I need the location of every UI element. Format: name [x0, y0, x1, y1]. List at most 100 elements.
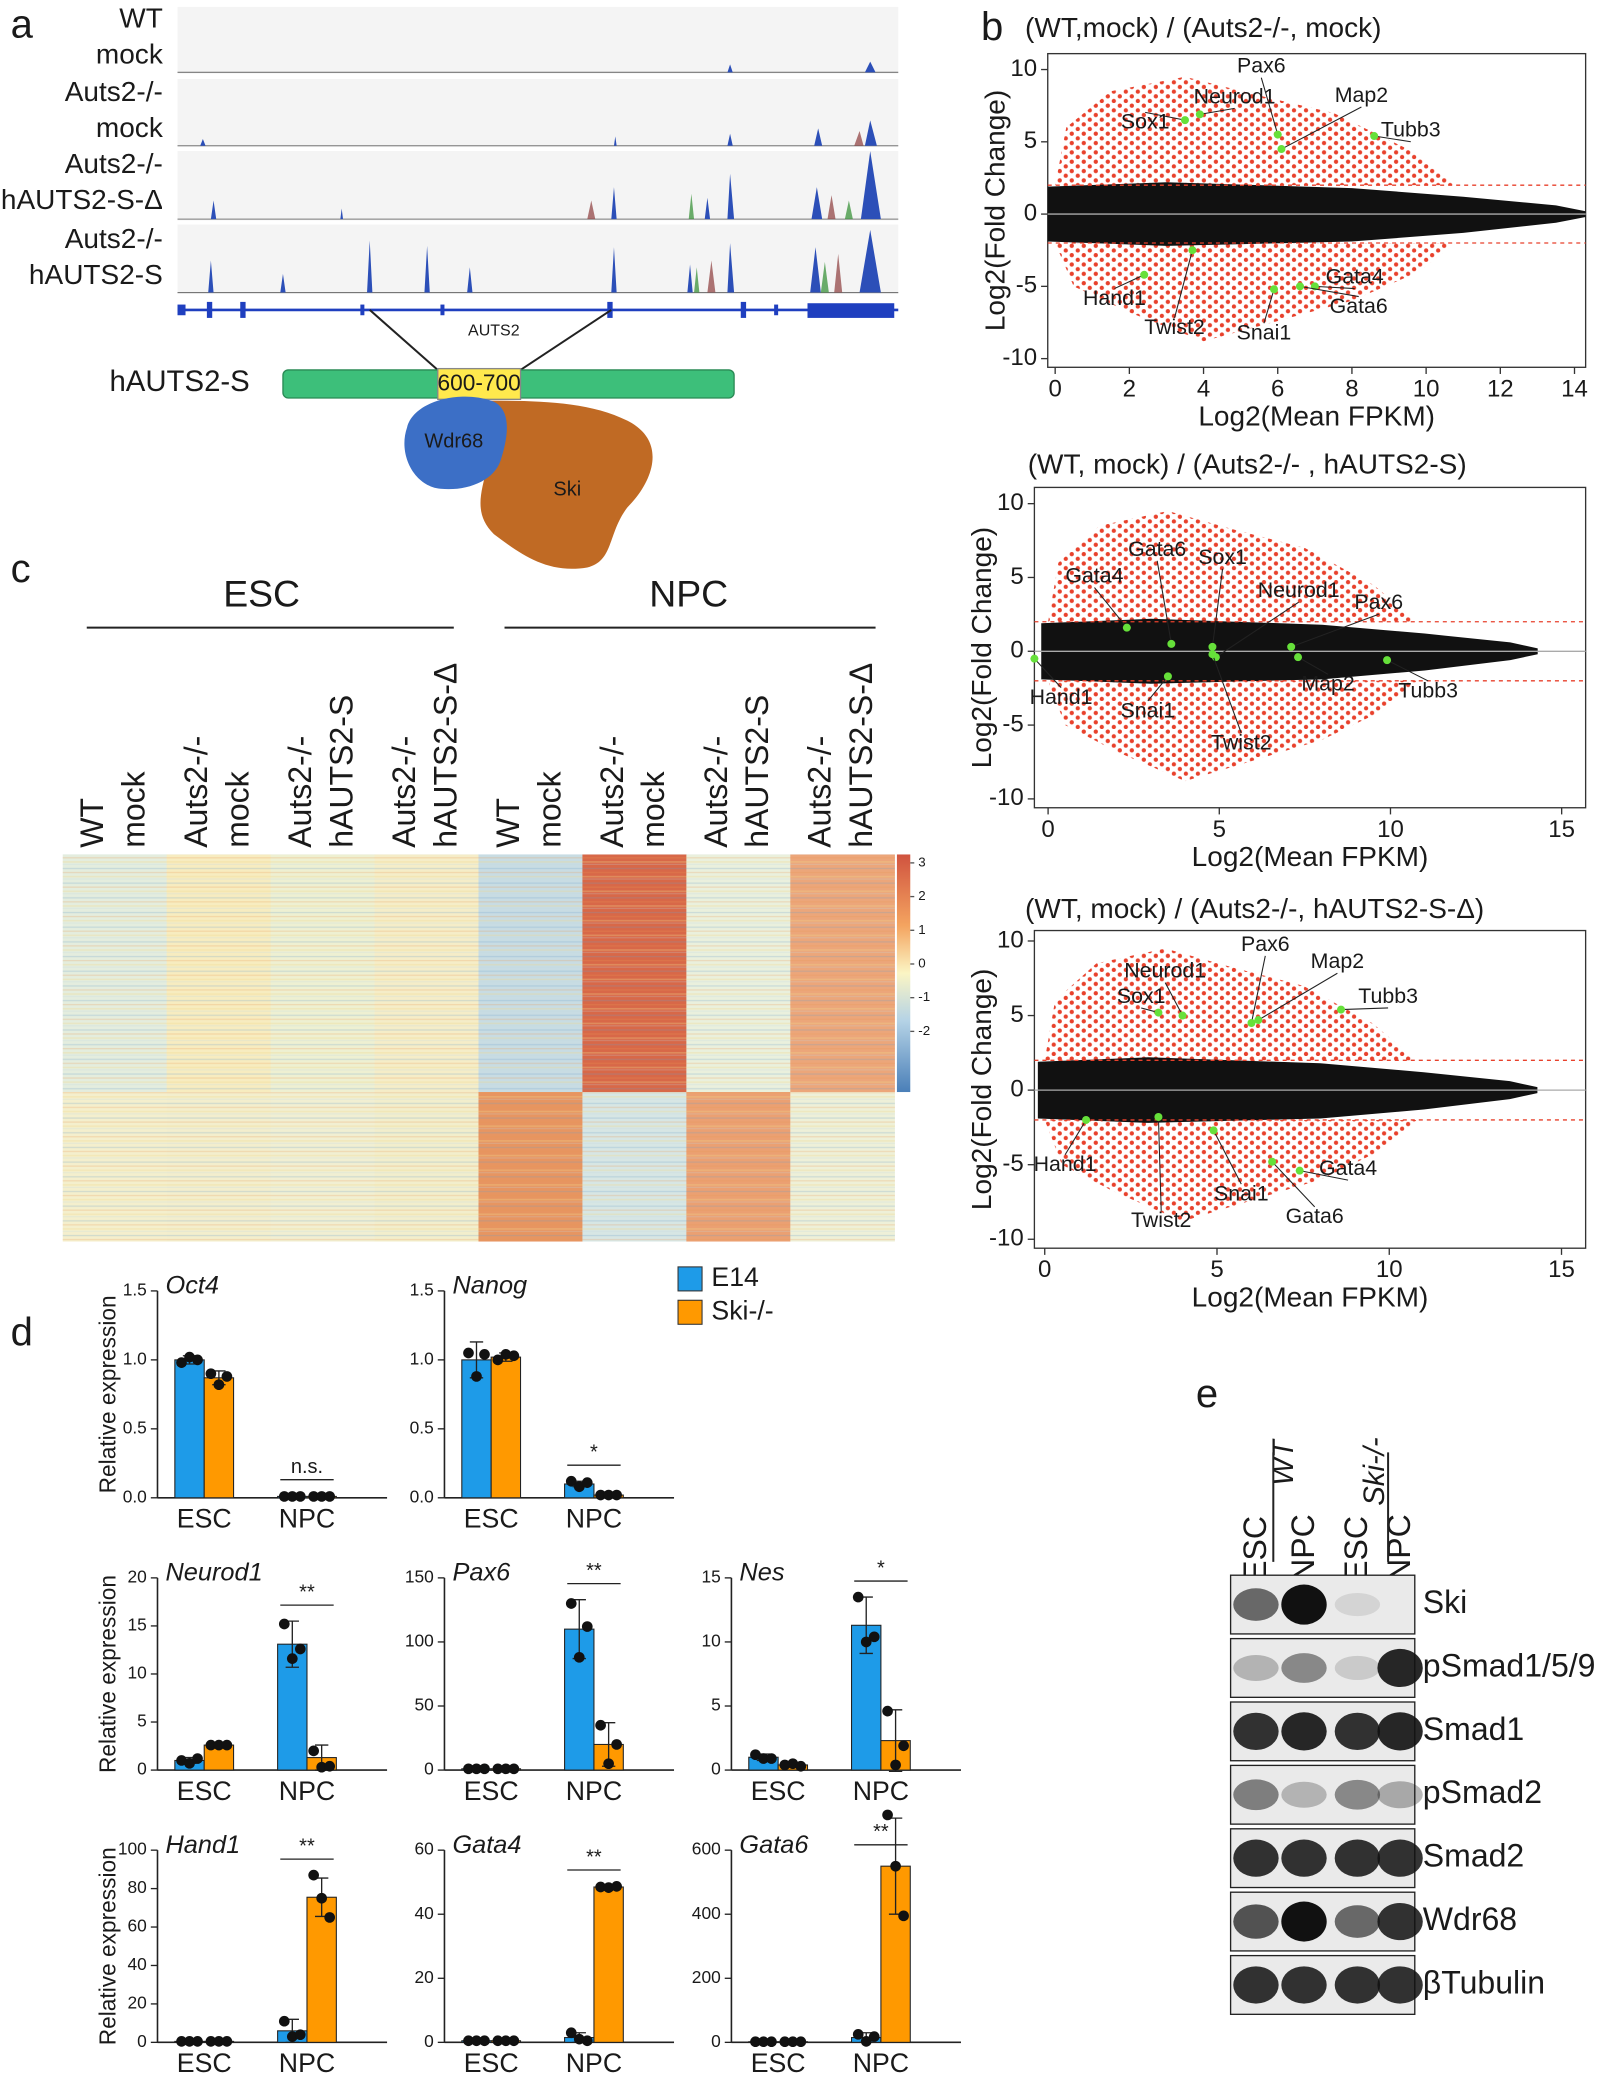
data-point [316, 1761, 328, 1773]
x-tick-label: 0 [1038, 1256, 1051, 1283]
data-point [603, 1489, 614, 1501]
bar [490, 1356, 522, 1499]
colorbar [896, 854, 911, 1093]
leader-line [1386, 659, 1429, 682]
legend-swatch [677, 1266, 703, 1292]
column-label: Auts2-/- [698, 736, 734, 848]
cloud-up [1044, 948, 1417, 1061]
ma-plot: (WT, mock) / (Auts2-/-, hAUTS2-S-Δ) 0 5 10 1… [966, 893, 1587, 1312]
data-point [573, 1481, 585, 1493]
chart-title: Nanog [452, 1272, 527, 1300]
gene-point [1268, 1157, 1277, 1166]
gene-label: Neurod1 [1194, 84, 1276, 108]
blot-label: βTubulin [1423, 1964, 1545, 2000]
y-axis-label: Log2(Fold Change) [979, 90, 1010, 331]
x-tick-label: ESC [751, 1776, 806, 1806]
partner-label: Ski [553, 478, 581, 500]
data-point [795, 2036, 807, 2048]
genome-tracks [177, 6, 899, 294]
track-label: mock [96, 39, 164, 70]
data-point [508, 2035, 520, 2047]
column-label: WT [74, 798, 110, 848]
column-label: mock [116, 770, 152, 847]
x-tick-label: NPC [279, 2048, 335, 2078]
leader-line [1260, 77, 1279, 135]
gene-point [1180, 116, 1190, 125]
gene-label: Twist2 [1144, 315, 1205, 339]
data-point [176, 1755, 187, 1766]
bar [593, 1886, 624, 2043]
gene-label: Map2 [1311, 949, 1364, 973]
data-point [471, 1371, 482, 1382]
y-tick-label: 1.5 [123, 1279, 147, 1299]
leader-line [1094, 587, 1128, 628]
data-point [565, 1598, 577, 1609]
x-tick-label: 10 [1413, 375, 1440, 402]
x-tick-label: ESC [177, 2048, 232, 2078]
data-point [463, 1763, 474, 1775]
plot-title: (WT, mock) / (Auts2-/- , hAUTS2-S) [1028, 448, 1467, 479]
data-point [221, 1739, 233, 1751]
x-tick-label: NPC [853, 2048, 909, 2078]
legend-label: E14 [711, 1262, 759, 1292]
y-tick-label: 0 [1010, 637, 1023, 664]
gene-label: Neurod1 [1124, 959, 1206, 983]
x-tick-label: NPC [566, 2048, 622, 2078]
y-tick-label: 0 [1010, 1075, 1023, 1102]
data-point [868, 2031, 880, 2042]
leader-line [1145, 111, 1186, 121]
ma-plot: (WT, mock) / (Auts2-/- , hAUTS2-S) 0 5 10 15… [966, 448, 1587, 872]
track [177, 6, 899, 74]
panel-letter: c [11, 547, 31, 591]
x-tick-label: 10 [1377, 816, 1404, 843]
blot-band [1281, 1653, 1327, 1683]
gene-point [1082, 1115, 1091, 1124]
bar [203, 1377, 235, 1499]
y-tick-label: 400 [692, 1903, 721, 1923]
x-tick-label: ESC [464, 1504, 519, 1534]
y-tick-label: 5 [1010, 1001, 1023, 1028]
heatmap-texture [686, 854, 791, 1242]
leader-line [1174, 250, 1193, 319]
y-tick-label: 20 [128, 1992, 147, 2012]
leader-line [1314, 285, 1355, 290]
gene-label: Tubb3 [1381, 118, 1441, 142]
data-point [595, 1719, 606, 1731]
legend-label: Ski-/- [711, 1295, 773, 1325]
blot-label: pSmad1/5/9 [1423, 1647, 1596, 1683]
leader-line [1199, 107, 1235, 115]
gene-point [1208, 650, 1217, 659]
colorbar-tick-label: 0 [918, 956, 925, 971]
cloud-up [1048, 511, 1418, 622]
blot-band [1334, 1655, 1381, 1681]
column-label: Auts2-/- [802, 736, 838, 848]
blot-band [1377, 1902, 1423, 1941]
colorbar-tick-label: 3 [918, 854, 925, 869]
gene-label: Gata6 [1128, 537, 1186, 561]
y-tick-label: 0.5 [410, 1417, 434, 1437]
significance-label: ** [586, 1560, 602, 1582]
colorbar-tick-label: -1 [918, 989, 930, 1004]
heatmap-texture [62, 854, 168, 1242]
data-point [294, 2029, 306, 2041]
gene-label: Sox1 [1117, 984, 1166, 1008]
blot-band [1233, 1712, 1279, 1750]
gene-label: Sox1 [1198, 545, 1247, 569]
gene-point [1295, 282, 1304, 291]
data-point [278, 1618, 290, 1630]
protein-label: hAUTS2-S [109, 365, 249, 398]
track-label: Auts2-/- [65, 148, 163, 179]
blot-band [1334, 1779, 1381, 1810]
y-tick-label: 1.0 [123, 1348, 147, 1368]
y-tick-label: 5 [1024, 127, 1037, 154]
gene-point [1383, 656, 1392, 665]
data-point [508, 1350, 520, 1362]
x-tick-label: ESC [751, 2048, 806, 2078]
leader-line [1271, 1161, 1316, 1208]
gene-label: Hand1 [1034, 1152, 1097, 1176]
y-tick-label: 0.0 [123, 1486, 147, 1506]
data-point [565, 1475, 577, 1487]
heatmap-texture [582, 854, 688, 1242]
